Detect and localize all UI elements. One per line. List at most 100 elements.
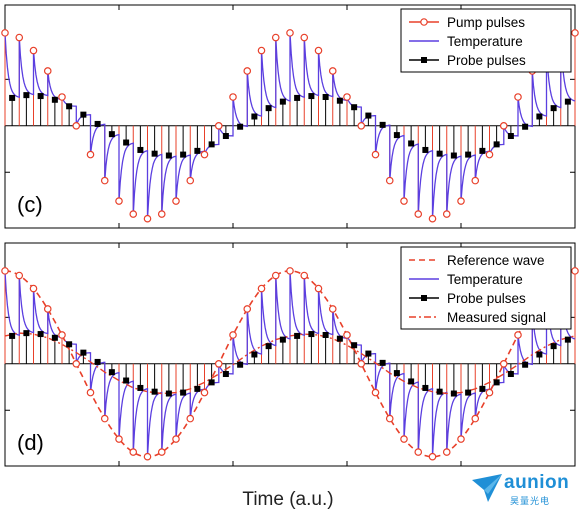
pump-pulse-point — [286, 29, 294, 37]
panel-c: (c) Pump pulses Temperature Probe pulses — [1, 4, 579, 229]
probe-pulse-point — [51, 334, 58, 341]
probe-pulse-point — [66, 103, 73, 110]
probe-pulse-point — [294, 94, 301, 101]
probe-pulse-point — [165, 390, 172, 397]
panel-label: (c) — [17, 192, 43, 217]
probe-pulse-point — [536, 113, 543, 120]
probe-pulse-point — [180, 151, 187, 158]
pump-pulse-point — [485, 150, 494, 159]
probe-pulse-point — [450, 152, 457, 159]
logo-word: aunion — [504, 472, 570, 493]
reference-point — [129, 448, 138, 456]
reference-point — [271, 271, 280, 280]
probe-pulse-point — [550, 343, 557, 350]
reference-point — [385, 414, 394, 423]
probe-pulse-point — [308, 93, 315, 100]
reference-point — [371, 388, 380, 397]
probe-pulse-point — [379, 359, 386, 366]
legend-label: Temperature — [447, 272, 523, 287]
probe-pulse-point — [251, 351, 258, 358]
probe-pulse-point — [9, 332, 16, 339]
pump-pulse-point — [143, 214, 152, 223]
logo-subtitle: 昊量光电 — [510, 497, 551, 507]
reference-point — [172, 435, 180, 443]
legend-label: Probe pulses — [447, 291, 526, 306]
pump-pulse-point — [186, 176, 195, 185]
reference-point — [442, 448, 451, 456]
reference-point — [328, 305, 337, 313]
pump-pulse-point — [257, 46, 266, 55]
probe-pulse-point — [94, 120, 101, 127]
reference-point — [471, 414, 480, 423]
probe-pulse-point — [137, 384, 144, 391]
x-axis-label: Time (a.u.) — [242, 489, 333, 510]
pump-pulse-point — [1, 29, 9, 37]
reference-point — [15, 271, 24, 280]
reference-point — [43, 305, 52, 313]
probe-pulse-point — [522, 361, 529, 368]
reference-point — [115, 435, 123, 443]
reference-point — [514, 331, 522, 339]
reference-point — [357, 359, 366, 368]
pump-pulse-point — [15, 33, 24, 42]
pump-pulse-point — [29, 46, 38, 55]
probe-pulse-point — [265, 105, 272, 112]
probe-pulse-point — [393, 370, 400, 377]
probe-pulse-point — [550, 105, 557, 112]
pump-pulse-point — [200, 150, 209, 159]
probe-pulse-point — [351, 104, 358, 111]
reference-point — [343, 331, 351, 339]
pump-pulse-point — [58, 93, 66, 101]
probe-pulse-point — [222, 133, 229, 140]
legend-label: Temperature — [447, 34, 523, 49]
pump-pulse-point — [499, 121, 508, 130]
reference-point — [29, 284, 38, 293]
probe-pulse-point — [465, 389, 472, 396]
reference-point — [229, 331, 237, 339]
probe-pulse-point — [66, 341, 73, 348]
reference-point — [286, 267, 294, 275]
reference-point — [314, 284, 323, 293]
probe-pulse-point — [37, 331, 44, 338]
probe-pulse-point — [479, 385, 486, 392]
legend-entry: Probe pulses — [409, 291, 526, 306]
legend-label: Reference wave — [447, 253, 545, 268]
reference-point — [186, 414, 195, 423]
reference-point — [100, 414, 109, 423]
probe-pulse-point — [165, 152, 172, 159]
probe-pulse-point — [422, 384, 429, 391]
reference-point — [157, 448, 166, 456]
probe-pulse-point — [194, 147, 201, 154]
probe-pulse-point — [436, 150, 443, 157]
reference-point — [143, 452, 152, 461]
probe-pulse-point — [265, 343, 272, 350]
probe-pulse-point — [251, 113, 258, 120]
legend-entry: Pump pulses — [409, 15, 525, 30]
reference-point — [300, 271, 309, 280]
reference-point — [457, 435, 465, 443]
pump-pulse-point — [471, 176, 480, 185]
probe-pulse-point — [522, 123, 529, 130]
pump-pulse-point — [442, 210, 451, 218]
probe-pulse-point — [564, 98, 571, 105]
legend-entry: Reference wave — [409, 253, 545, 268]
pump-pulse-point — [300, 33, 309, 42]
pump-pulse-point — [385, 176, 394, 185]
probe-pulse-point — [237, 123, 244, 130]
pump-pulse-point — [86, 150, 95, 159]
probe-pulse-point — [37, 93, 44, 100]
probe-pulse-point — [208, 141, 215, 148]
reference-point — [414, 448, 423, 456]
probe-pulse-point — [408, 378, 415, 385]
pump-pulse-point — [400, 197, 408, 205]
probe-pulse-point — [180, 389, 187, 396]
probe-pulse-point — [507, 133, 514, 140]
probe-pulse-point — [151, 150, 158, 157]
pump-pulse-point — [428, 214, 437, 223]
probe-pulse-point — [123, 377, 130, 384]
pump-pulse-point — [343, 93, 351, 101]
legend: Pump pulses Temperature Probe pulses — [400, 8, 572, 73]
reference-point — [58, 331, 66, 339]
pump-pulse-point — [328, 67, 337, 75]
